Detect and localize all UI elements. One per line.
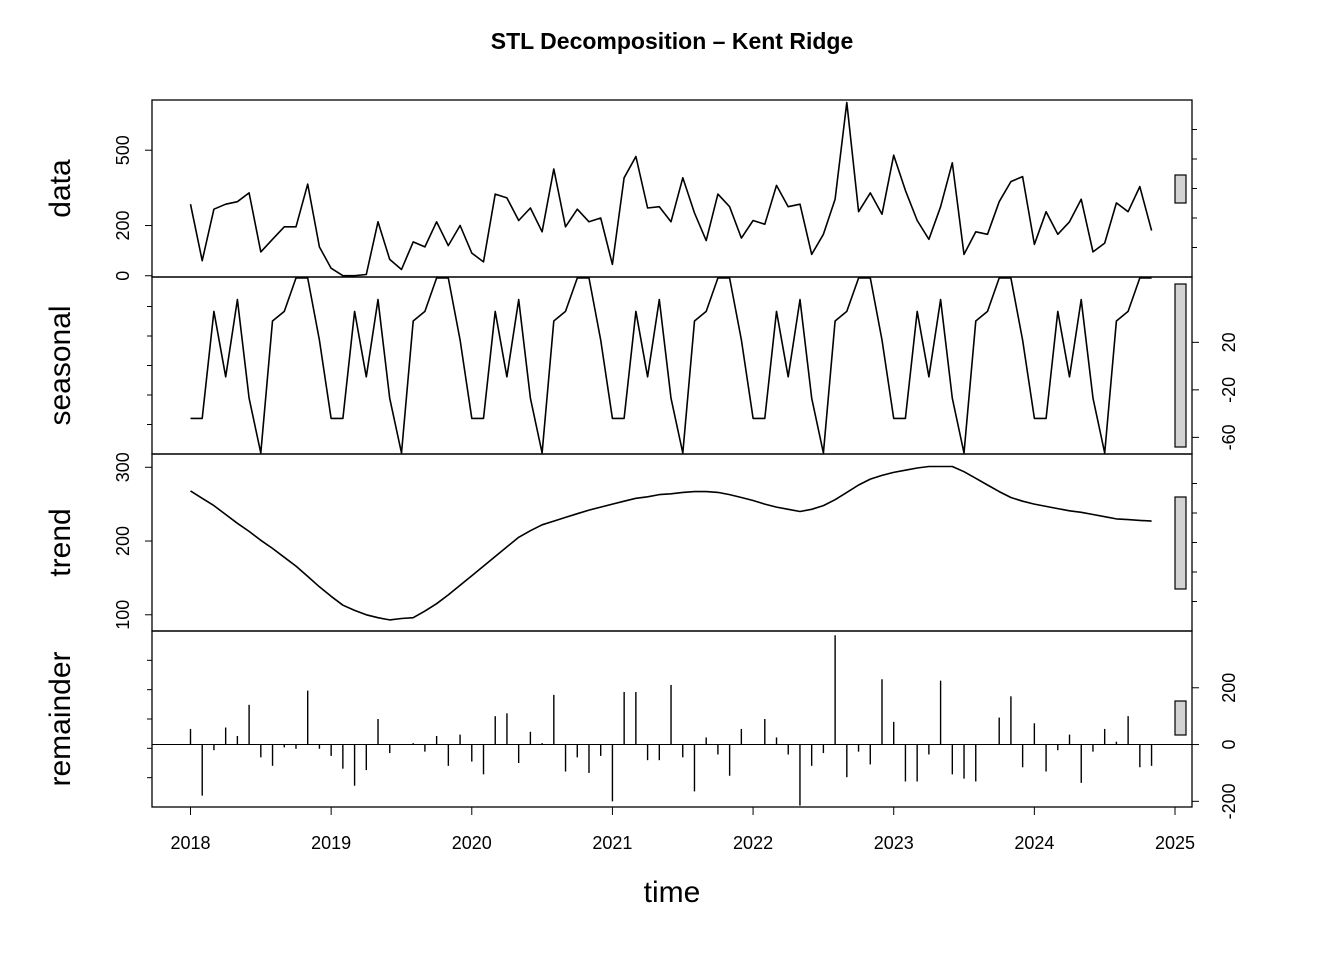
y-tick-label-data: 500 [113,135,133,165]
y-tick-label-remainder: -200 [1219,783,1239,819]
scale-bar-remainder [1174,700,1187,736]
x-tick-label: 2019 [311,833,351,853]
y-tick-label-seasonal: -20 [1219,377,1239,403]
panel-frame-trend [151,453,1193,632]
panel-label-trend: trend [44,508,77,576]
y-tick-label-trend: 200 [113,526,133,556]
scale-bar-seasonal [1174,283,1187,448]
y-tick-label-seasonal: 20 [1219,332,1239,352]
y-tick-label-seasonal: -60 [1219,424,1239,450]
x-tick-label: 2021 [592,833,632,853]
panel-seasonal: -60 -20 20 seasonal [44,276,1239,455]
y-tick-label-remainder: 200 [1219,673,1239,703]
x-tick-label: 2022 [733,833,773,853]
series-line-trend [190,465,1152,621]
x-tick-label: 2024 [1014,833,1054,853]
x-tick-label: 2018 [170,833,210,853]
x-axis-label: time [643,876,701,909]
panel-label-data: data [44,159,77,218]
series-line-data [189,101,1153,277]
chart-title: STL Decomposition – Kent Ridge [490,28,854,54]
y-tick-label-data: 0 [113,271,133,281]
y-tick-label-trend: 100 [113,600,133,630]
panel-trend: 100 200 300 trend [44,452,1197,632]
y-tick-label-trend: 300 [113,452,133,482]
panel-label-remainder: remainder [44,651,77,786]
panel-remainder: -200 0 200 remainder [44,630,1239,819]
series-line-seasonal [190,277,1152,454]
scale-bar-trend [1174,496,1187,590]
y-tick-label-remainder: 0 [1219,740,1239,750]
x-tick-label: 2020 [452,833,492,853]
scale-bar-data [1174,174,1187,204]
panel-frame-seasonal [151,276,1193,455]
y-tick-label-data: 200 [113,211,133,241]
panel-label-seasonal: seasonal [44,305,77,425]
panel-data: 0 200 500 data [44,99,1197,281]
x-tick-label: 2025 [1155,833,1195,853]
x-tick-label: 2023 [874,833,914,853]
